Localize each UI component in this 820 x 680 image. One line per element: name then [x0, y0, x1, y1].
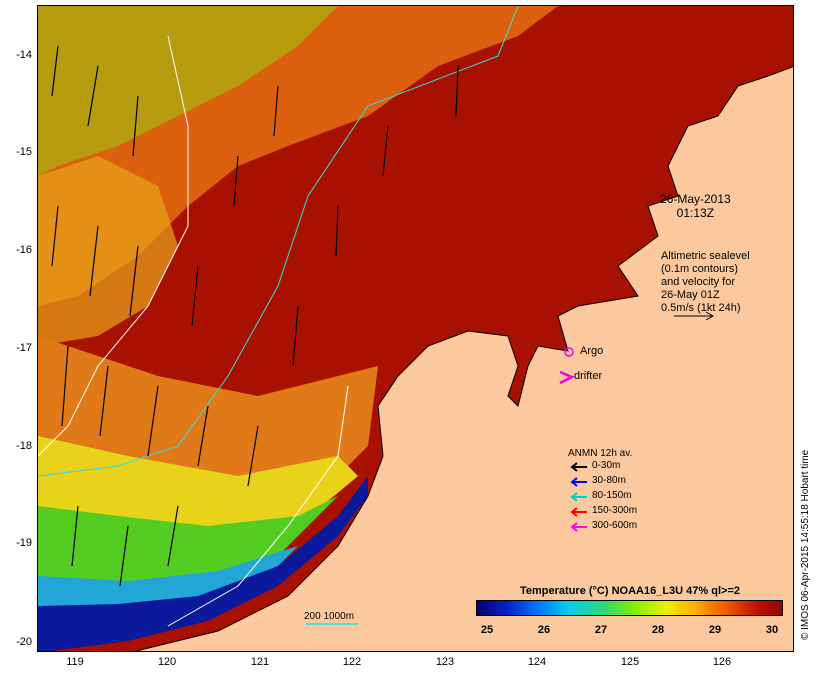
colorbar-tick: 28	[651, 624, 665, 636]
drifter-label: drifter	[574, 370, 603, 382]
velocity-vectors	[51, 45, 459, 587]
x-tick: 121	[250, 656, 270, 668]
legend-item-label: 30-80m	[592, 475, 626, 486]
time-line: 01:13Z	[676, 206, 715, 220]
credit-line: © IMOS 06-Apr-2015 14:55:18 Hobart time	[800, 449, 811, 640]
legend-item-label: 80-150m	[592, 490, 632, 501]
drifter-marker	[559, 370, 576, 385]
altimetry-line: and velocity for	[661, 276, 735, 288]
legend-arrow-icon	[570, 477, 587, 487]
altimetry-line: Altimetric sealevel	[661, 250, 750, 262]
isobath-200m	[38, 6, 519, 477]
legend-item-label: 0-30m	[592, 460, 621, 471]
colorbar-tick: 25	[480, 624, 494, 636]
y-tick: -17	[16, 342, 32, 354]
x-tick: 120	[157, 656, 177, 668]
colorbar-title: Temperature (°C) NOAA16_L3U 47% ql>=2	[520, 585, 740, 597]
legend-item-label: 300-600m	[592, 520, 638, 531]
legend-arrow-icon	[570, 492, 587, 502]
legend-title: ANMN 12h av.	[568, 448, 633, 459]
coastline	[134, 66, 793, 651]
altimetry-note: Altimetric sealevel (0.1m contours) and …	[661, 250, 781, 315]
y-tick: -14	[16, 49, 32, 61]
colorbar-tick: 29	[708, 624, 722, 636]
colorbar-tick: 26	[537, 624, 551, 636]
x-tick: 122	[342, 656, 362, 668]
argo-marker	[564, 347, 574, 357]
y-tick: -20	[16, 636, 32, 648]
x-tick: 125	[620, 656, 640, 668]
legend-arrow-icon	[570, 462, 587, 472]
image-datetime: 26-May-2013 01:13Z	[660, 192, 731, 220]
yellow-west-patch	[38, 156, 178, 346]
date-line: 26-May-2013	[660, 192, 731, 206]
argo-label: Argo	[580, 345, 604, 357]
x-tick: 124	[527, 656, 547, 668]
colorbar-tick: 30	[765, 624, 779, 636]
y-tick: -18	[16, 440, 32, 452]
sst-map	[37, 5, 794, 652]
x-tick: 123	[435, 656, 455, 668]
sst-map-canvas	[38, 6, 793, 651]
isobath-1000m-south	[167, 385, 349, 627]
cold-coastal-band	[38, 476, 368, 651]
y-tick: -19	[16, 537, 32, 549]
land-mass	[136, 66, 793, 651]
isobath-1000m	[38, 35, 189, 457]
y-tick: -16	[16, 244, 32, 256]
legend-arrow-icon	[570, 522, 587, 532]
temperature-colorbar	[476, 600, 783, 616]
green-north-patch	[38, 6, 338, 176]
velocity-scale-arrowhead	[705, 311, 715, 321]
legend-item-label: 150-300m	[592, 505, 638, 516]
x-tick: 119	[66, 656, 84, 668]
legend-arrow-icon	[570, 507, 587, 517]
altimetry-line: 0.5m/s (1kt 24h)	[661, 302, 741, 314]
colorbar-tick: 27	[594, 624, 608, 636]
depth-scale-label: 200 1000m	[304, 611, 355, 622]
altimetry-line: 26-May 01Z	[661, 289, 720, 301]
altimetry-line: (0.1m contours)	[661, 263, 739, 275]
x-tick: 126	[712, 656, 732, 668]
y-tick: -15	[16, 146, 32, 158]
